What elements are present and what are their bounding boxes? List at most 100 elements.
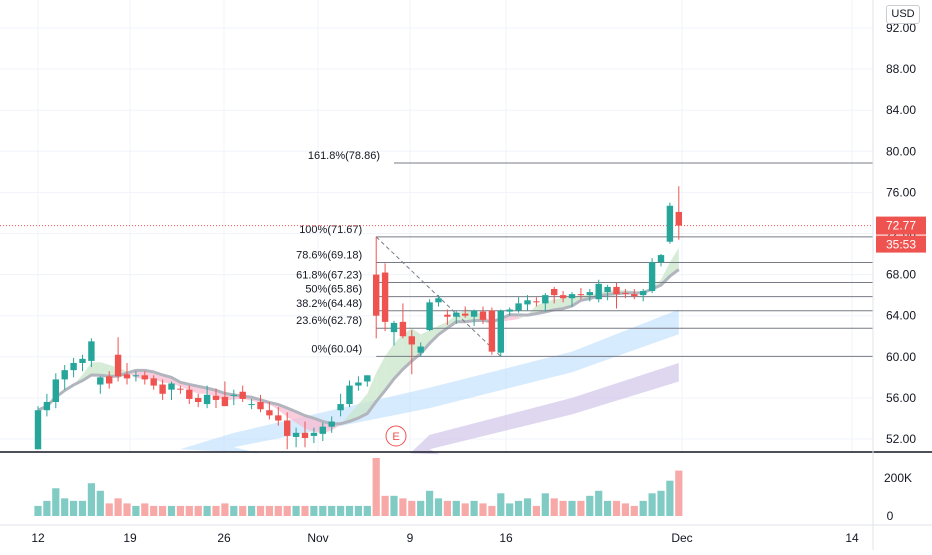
y-tick-label: 60.00 — [886, 350, 916, 364]
candle-body — [34, 410, 42, 450]
volume-bar — [328, 505, 336, 516]
candle-body — [622, 293, 629, 295]
volume-bar — [399, 498, 407, 516]
x-tick-label: 9 — [407, 531, 414, 545]
earnings-marker — [385, 425, 407, 447]
candle-body — [319, 426, 326, 434]
candle-body — [230, 394, 237, 396]
volume-bar — [639, 500, 647, 516]
candle-body — [337, 404, 344, 411]
x-tick-label: Dec — [671, 531, 692, 545]
volume-bar — [221, 503, 229, 516]
volume-bar — [515, 500, 523, 516]
volume-bar — [417, 500, 425, 516]
volume-bar — [426, 490, 434, 516]
fib-level-label: 38.2%(64.48) — [296, 298, 362, 310]
candle-body — [533, 301, 540, 303]
volume-bar — [506, 503, 514, 516]
volume-bar — [141, 503, 149, 516]
candle-body — [257, 402, 264, 410]
volume-bars — [0, 451, 932, 516]
candle-body — [168, 383, 175, 390]
volume-tick-label: 0 — [887, 509, 894, 523]
candle-body — [657, 255, 665, 263]
ma-ribbon-segment — [305, 415, 314, 433]
candle-body — [150, 378, 157, 386]
candle-body — [132, 375, 140, 377]
volume-bar — [612, 500, 621, 516]
ma-ribbon-segment — [661, 262, 670, 286]
volume-bar — [541, 493, 549, 516]
fib-level-label: 161.8%(78.86) — [308, 150, 380, 162]
candle-body — [568, 294, 576, 299]
candle-body — [595, 283, 602, 300]
volume-bar — [461, 503, 469, 516]
volume-bar — [212, 505, 220, 516]
volume-bar — [666, 480, 674, 516]
volume-bar — [256, 505, 265, 516]
candle-body — [88, 341, 95, 361]
volume-tick-label: 200K — [884, 471, 912, 485]
volume-bar — [185, 505, 193, 516]
volume-bar — [497, 493, 505, 516]
countdown-text: 35:53 — [886, 238, 916, 252]
y-tick-label: 84.00 — [886, 103, 916, 117]
volume-bar — [559, 500, 567, 516]
candle-body — [444, 314, 451, 317]
volume-bar — [105, 503, 113, 516]
x-tick-label: 14 — [845, 531, 859, 545]
volume-bar — [586, 495, 594, 516]
candle-body — [275, 415, 282, 421]
ma-ribbon-segment — [358, 393, 368, 419]
candle-body — [221, 396, 229, 407]
candle-body — [159, 384, 166, 394]
volume-bar — [648, 493, 656, 516]
candle-body — [328, 421, 335, 427]
candle-body — [310, 432, 318, 436]
currency-selector[interactable]: USD — [886, 5, 920, 24]
volume-bar — [239, 505, 247, 516]
candle-body — [453, 312, 460, 317]
ma-ribbon-segment — [100, 362, 110, 377]
volume-bar — [470, 500, 478, 516]
volume-bar — [87, 483, 95, 516]
x-tick-label: 26 — [217, 531, 231, 545]
volume-bar — [61, 498, 69, 516]
fib-level-label: 50%(65.86) — [305, 284, 362, 296]
volume-bar — [337, 505, 345, 516]
candle-body — [586, 292, 593, 296]
candle-body — [435, 298, 442, 303]
candle-body — [195, 397, 202, 403]
candle-body — [515, 303, 522, 311]
candle-body — [212, 395, 220, 400]
volume-bar — [595, 490, 603, 516]
candle-body — [604, 286, 611, 293]
y-tick-label: 92.00 — [886, 21, 916, 35]
candle-body — [524, 300, 531, 305]
volume-bar — [230, 505, 238, 516]
ma-ribbon-segment — [73, 374, 83, 385]
volume-bar — [176, 505, 184, 516]
candle-body — [408, 336, 415, 345]
candle-body — [542, 295, 549, 304]
volume-bar — [150, 505, 158, 516]
candle-body — [284, 420, 291, 436]
candle-body — [177, 388, 184, 390]
candle-body — [666, 205, 674, 242]
ma-ribbon-segment — [456, 309, 466, 322]
candle-body — [417, 346, 424, 353]
candle-body — [613, 286, 620, 295]
countdown-badge — [876, 235, 926, 253]
x-tick-label: Nov — [307, 531, 328, 545]
candle-body — [479, 311, 487, 320]
volume-bar — [319, 505, 327, 516]
candle-body — [355, 382, 362, 386]
volume-bar — [372, 458, 380, 516]
volume-bar — [345, 505, 354, 516]
volume-bar — [550, 498, 558, 516]
volume-bar — [479, 503, 487, 516]
candle-body — [52, 379, 59, 403]
fib-level-label: 61.8%(67.23) — [296, 270, 362, 282]
